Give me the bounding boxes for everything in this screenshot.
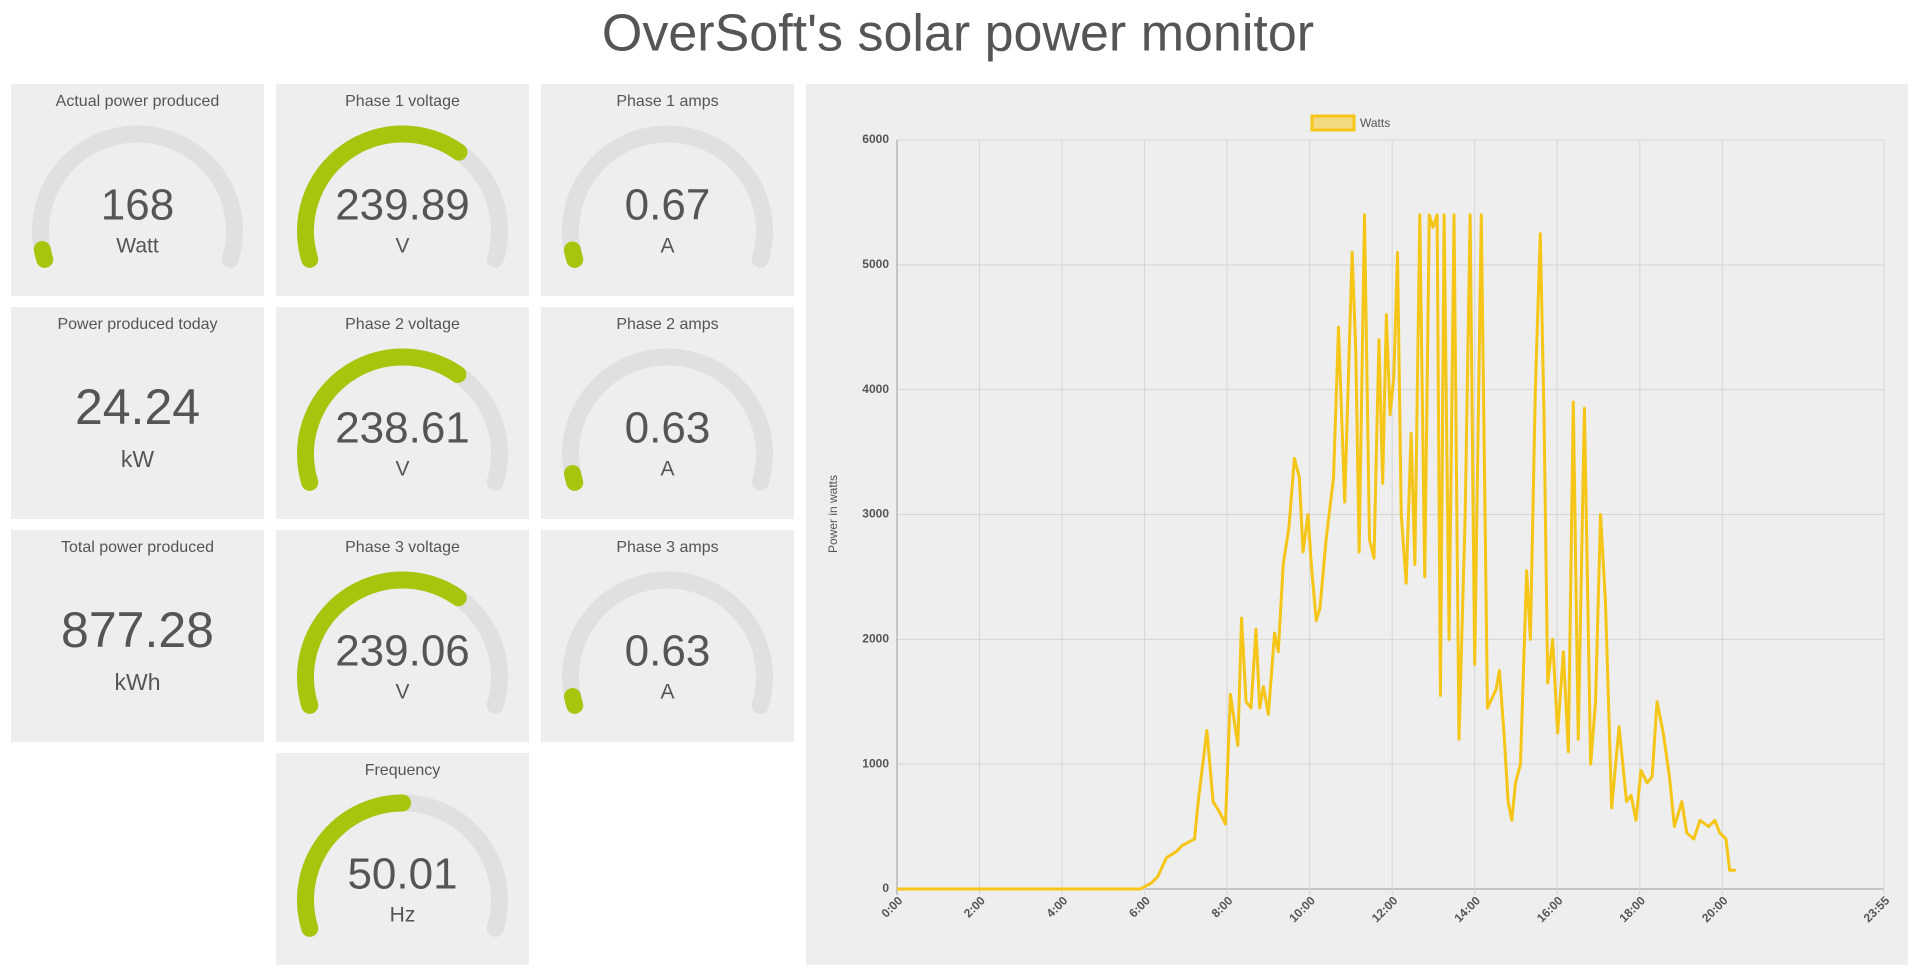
gauge-fill (33, 241, 54, 268)
y-tick-label: 2000 (862, 632, 889, 646)
tile-unit: V (395, 458, 409, 481)
tile: Phase 3 amps 0.63 A (541, 530, 794, 742)
tile-unit: V (395, 681, 409, 704)
gauge-fill (563, 465, 584, 491)
tile-label: Power produced today (57, 316, 217, 333)
tile: Phase 2 voltage 238.61 V (276, 307, 529, 519)
tile-unit: A (660, 235, 674, 258)
tile-label: Total power produced (61, 539, 214, 556)
tile-value: 0.63 (625, 627, 711, 676)
gauge-track (32, 125, 243, 268)
tile-label: Phase 2 amps (616, 316, 718, 333)
y-axis-label: Power in watts (826, 475, 840, 553)
tile: Phase 1 amps 0.67 A (541, 84, 794, 296)
gauge-fill (297, 125, 468, 268)
tile-value: 877.28 (61, 602, 214, 658)
tile-unit: kWh (115, 669, 161, 695)
gauge-track (562, 125, 773, 268)
tile-label: Frequency (365, 762, 441, 779)
tile: Phase 2 amps 0.63 A (541, 307, 794, 519)
tile-background (11, 307, 264, 519)
tile-label: Phase 3 voltage (345, 539, 460, 556)
page-title: OverSoft's solar power monitor (602, 5, 1314, 63)
tile-label: Phase 1 amps (616, 93, 718, 110)
gauge-fill (563, 688, 584, 714)
tile: Phase 1 voltage 239.89 V (276, 84, 529, 296)
tile: Actual power produced 168 Watt (11, 84, 264, 296)
tile-value: 238.61 (335, 404, 470, 453)
tile-value: 239.89 (335, 181, 470, 230)
tile-value: 0.67 (625, 181, 711, 230)
data-line (897, 213, 1736, 891)
gauge-fill (297, 794, 412, 937)
legend-swatch (1310, 114, 1356, 132)
tile: Power produced today 24.24 kW (11, 307, 264, 519)
tile-label: Phase 3 amps (616, 539, 718, 556)
tile: Total power produced 877.28 kWh (11, 530, 264, 742)
tile-unit: A (660, 458, 674, 481)
gauge-fill (297, 571, 467, 714)
gauge-track (562, 348, 773, 491)
gauge-fill (297, 348, 467, 491)
gauge-track (562, 571, 773, 714)
chart-panel (806, 84, 1908, 965)
tile-unit: A (660, 681, 674, 704)
gauge-fill (563, 241, 584, 268)
tile-unit: Watt (116, 235, 159, 258)
tile-unit: Hz (390, 904, 416, 927)
tile-value: 50.01 (347, 850, 457, 899)
y-tick-label: 1000 (862, 756, 889, 770)
y-tick-label: 3000 (862, 507, 889, 521)
tile-label: Actual power produced (56, 93, 220, 110)
tile: Phase 3 voltage 239.06 V (276, 530, 529, 742)
y-tick-label: 0 (882, 881, 889, 895)
tile-value: 239.06 (335, 627, 470, 676)
tile-background (11, 530, 264, 742)
tile-value: 168 (101, 181, 174, 230)
tile-value: 0.63 (625, 404, 711, 453)
y-tick-label: 5000 (862, 257, 889, 271)
tile-label: Phase 1 voltage (345, 93, 460, 110)
tile-value: 24.24 (75, 379, 200, 435)
legend-label: Watts (1360, 116, 1390, 130)
tile-unit: kW (121, 446, 155, 472)
y-tick-label: 4000 (862, 382, 889, 396)
tile-unit: V (395, 235, 409, 258)
tile: Frequency 50.01 Hz (276, 753, 529, 965)
tile-label: Phase 2 voltage (345, 316, 460, 333)
y-tick-label: 6000 (862, 132, 889, 146)
